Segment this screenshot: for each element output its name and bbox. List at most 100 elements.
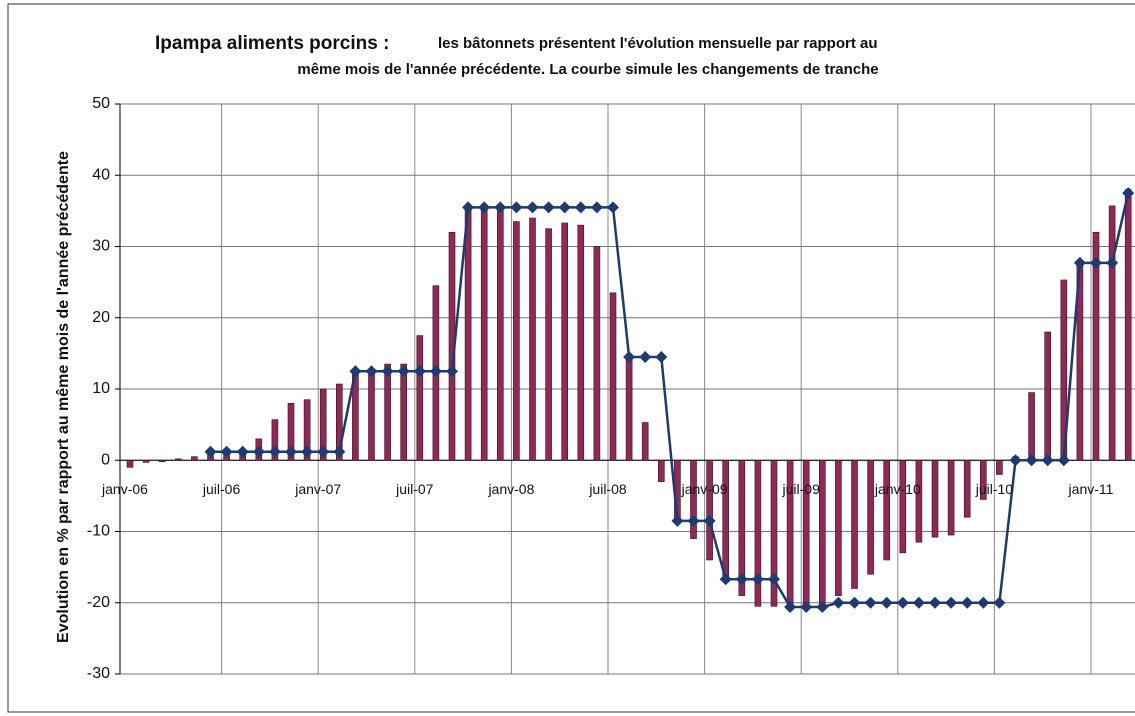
- line-marker: [961, 596, 974, 609]
- y-tick-label: 30: [92, 238, 110, 255]
- bar: [690, 459, 697, 539]
- line-marker: [1106, 256, 1119, 269]
- y-tick-label: -10: [87, 523, 110, 540]
- chart-subtitle: même mois de l'année précédente. La cour…: [297, 61, 878, 78]
- line-marker: [220, 445, 233, 458]
- line-marker: [880, 596, 893, 609]
- x-tick-label: janv-09: [681, 481, 728, 497]
- bar: [400, 363, 408, 461]
- bar: [561, 222, 569, 461]
- bar: [931, 459, 939, 538]
- line-marker: [816, 601, 829, 614]
- bar: [899, 459, 907, 554]
- chart-subtitle: les bâtonnets présentent l'évolution men…: [438, 35, 878, 52]
- x-tick-label: janv-08: [487, 481, 534, 497]
- line-marker: [558, 201, 571, 214]
- bar: [1124, 189, 1132, 461]
- line-marker: [784, 601, 797, 614]
- line-marker: [623, 350, 636, 363]
- bar: [384, 363, 391, 461]
- line-marker: [719, 573, 732, 586]
- bar: [722, 459, 730, 582]
- bar: [609, 292, 617, 461]
- line-marker: [1025, 454, 1038, 467]
- line-marker: [301, 445, 314, 458]
- line-marker: [800, 601, 813, 614]
- line-marker: [896, 596, 909, 609]
- line-marker: [317, 445, 330, 458]
- line-marker: [462, 201, 475, 214]
- bar: [851, 459, 858, 589]
- x-tick-label: juil-09: [782, 481, 821, 497]
- bar: [883, 459, 891, 561]
- line-marker: [285, 445, 297, 458]
- y-axis-label: Evolution en % par rapport au même mois …: [55, 151, 72, 643]
- line-marker: [929, 596, 941, 609]
- x-tick-label: juil-06: [202, 481, 241, 497]
- bar: [657, 459, 665, 482]
- bar: [529, 217, 536, 461]
- line-marker: [1057, 454, 1070, 467]
- bar: [142, 459, 150, 463]
- line-marker: [397, 365, 410, 378]
- y-tick-label: 10: [92, 380, 110, 397]
- bar: [963, 459, 971, 518]
- line-marker: [526, 201, 539, 214]
- line-marker: [236, 445, 249, 458]
- x-tick-label: janv-10: [874, 481, 921, 497]
- bar: [191, 456, 198, 461]
- line-marker: [703, 514, 716, 527]
- line-marker: [413, 365, 426, 378]
- line-marker: [832, 596, 845, 609]
- line-marker: [864, 596, 877, 609]
- line-marker: [204, 445, 217, 458]
- bar: [496, 210, 504, 461]
- line-marker: [1009, 454, 1022, 467]
- line-marker: [1041, 454, 1054, 467]
- line-marker: [993, 596, 1006, 609]
- bar: [754, 459, 762, 607]
- line-marker: [735, 573, 748, 586]
- line-marker: [590, 201, 603, 214]
- line-marker: [607, 201, 619, 214]
- x-tick-label: janv-07: [294, 481, 341, 497]
- bar: [835, 459, 842, 596]
- bar: [287, 402, 295, 461]
- line-marker: [1073, 256, 1086, 269]
- line-marker: [349, 365, 362, 378]
- line-marker: [671, 514, 684, 527]
- line-marker: [381, 365, 394, 378]
- bar: [416, 335, 424, 461]
- bar: [1092, 231, 1100, 461]
- bar: [464, 207, 472, 461]
- line-marker: [365, 365, 378, 378]
- line-marker: [510, 201, 523, 214]
- bar: [158, 459, 166, 462]
- bar: [303, 399, 311, 461]
- bar: [947, 459, 955, 536]
- bar: [126, 459, 134, 468]
- bar: [319, 388, 327, 461]
- line-marker: [912, 596, 925, 609]
- line-marker: [333, 445, 346, 458]
- line-marker: [768, 573, 780, 586]
- y-tick-label: 0: [101, 451, 110, 468]
- line-marker: [252, 445, 265, 458]
- bar: [1028, 392, 1035, 461]
- frame: [7, 3, 1135, 713]
- bar: [175, 458, 182, 461]
- bar: [271, 419, 279, 461]
- line-marker: [494, 201, 507, 214]
- x-tick-label: juil-08: [588, 481, 627, 497]
- line-marker: [574, 201, 587, 214]
- bar: [818, 459, 826, 607]
- line-marker: [687, 514, 700, 527]
- bar: [1044, 331, 1051, 461]
- bar: [738, 459, 746, 596]
- bar: [480, 207, 488, 461]
- bar: [577, 224, 585, 461]
- x-tick-label: juil-07: [395, 481, 434, 497]
- bar: [867, 459, 874, 575]
- x-tick-label: juil-10: [975, 481, 1014, 497]
